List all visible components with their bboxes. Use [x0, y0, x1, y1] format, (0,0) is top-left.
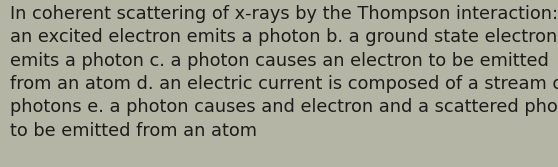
- Text: In coherent scattering of x-rays by the Thompson interaction: a.
an excited elec: In coherent scattering of x-rays by the …: [10, 5, 558, 140]
